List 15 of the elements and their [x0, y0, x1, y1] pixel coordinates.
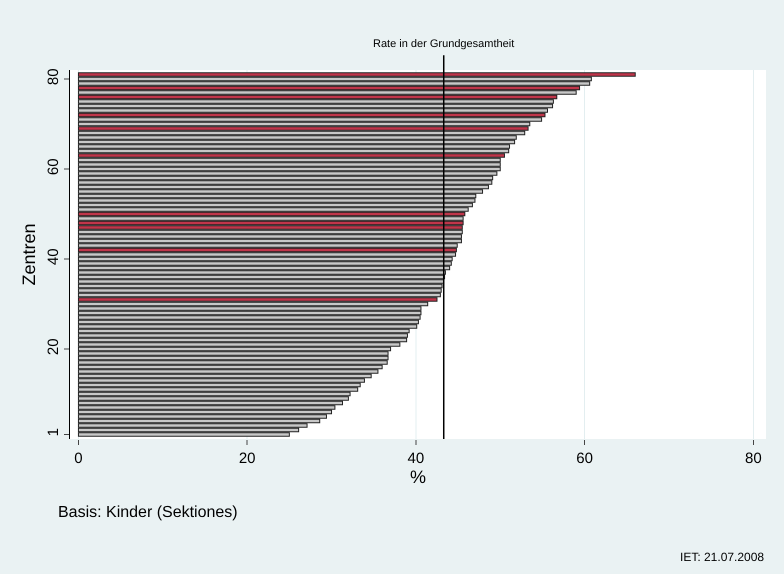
- y-tick-label: 60: [45, 158, 62, 176]
- y-tick-label: 1: [45, 428, 62, 436]
- text: IET: 21.07.2008: [680, 550, 764, 564]
- y-tick-label: 20: [45, 338, 62, 356]
- text: Basis: Kinder (Sektiones): [58, 504, 238, 521]
- x-axis-title: %: [410, 467, 426, 487]
- y-tick-label: 80: [45, 68, 62, 86]
- x-tick-label: 20: [238, 450, 256, 467]
- y-tick-label: 40: [45, 248, 62, 266]
- x-tick-label: 60: [576, 450, 593, 467]
- x-tick-label: 40: [408, 450, 424, 467]
- x-tick-label: 0: [74, 450, 83, 467]
- ref-line-label: Rate in der Grundgesamtheit: [373, 38, 514, 50]
- y-axis-title: Zentren: [19, 223, 40, 286]
- x-tick-label: 80: [745, 450, 762, 467]
